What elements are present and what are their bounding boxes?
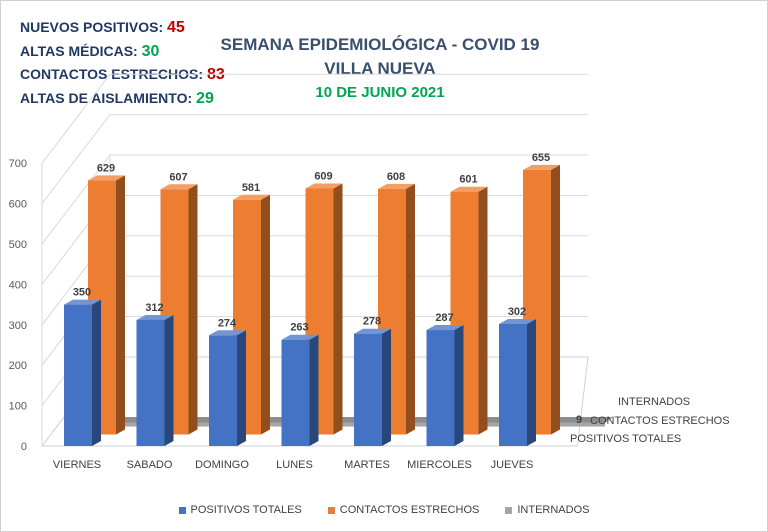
data-label-contactos: 608 [387, 171, 405, 183]
stat-label: NUEVOS POSITIVOS: [20, 19, 164, 35]
bar-contactos-side [188, 184, 198, 435]
bar-contactos-side [261, 194, 270, 435]
stats-panel: NUEVOS POSITIVOS: 45 ALTAS MÉDICAS: 30 C… [20, 16, 225, 110]
bar-positivos-side [527, 318, 536, 446]
y-tick-label: 300 [9, 320, 27, 332]
y-tick-label: 100 [9, 401, 27, 413]
chart-title: SEMANA EPIDEMIOLÓGICA - COVID 19 [220, 35, 540, 54]
bar-positivos [354, 333, 382, 446]
data-label-positivos: 274 [218, 317, 237, 329]
data-label-contactos: 607 [169, 171, 187, 183]
stat-value: 29 [196, 89, 214, 107]
bar-positivos-top [354, 328, 391, 334]
bar-contactos-side [116, 175, 125, 435]
y-tick-label: 600 [9, 199, 27, 211]
bar-positivos-side [454, 325, 464, 446]
bar-positivos-top [136, 314, 174, 320]
gridline-side [41, 73, 111, 164]
legend-swatch-positivos [178, 506, 186, 514]
bar-contactos-top [450, 186, 488, 192]
legend-label: POSITIVOS TOTALES [190, 504, 302, 516]
bar-positivos-top [281, 334, 319, 340]
bar-positivos-top [426, 325, 464, 331]
gridline-side [41, 154, 111, 245]
bar-positivos [209, 335, 237, 446]
legend-item-contactos: CONTACTOS ESTRECHOS [327, 504, 480, 516]
legend-label: INTERNADOS [517, 504, 590, 516]
data-label-positivos: 312 [145, 302, 163, 314]
data-label-contactos: 609 [314, 170, 332, 182]
stat-label: ALTAS DE AISLAMIENTO: [20, 89, 193, 106]
x-tick-label: MARTES [344, 459, 390, 471]
y-tick-label: 700 [9, 158, 27, 170]
data-label-positivos: 278 [363, 316, 381, 328]
data-label-positivos: 350 [73, 287, 91, 299]
bar-contactos-top [378, 183, 415, 189]
x-tick-label: VIERNES [53, 459, 101, 471]
bar-positivos-top [209, 330, 246, 336]
bar-contactos-top [88, 175, 125, 181]
gridline-side [41, 114, 111, 204]
chart-title-block: SEMANA EPIDEMIOLÓGICA - COVID 19 VILLA N… [160, 33, 600, 104]
data-label-positivos: 302 [508, 306, 526, 318]
bar-contactos-top [523, 164, 560, 170]
y-tick-label: 200 [9, 360, 27, 372]
chart-subtitle: VILLA NUEVA [324, 59, 436, 78]
data-label-contactos: 601 [459, 174, 477, 186]
data-label-contactos: 629 [97, 162, 115, 174]
stat-nuevos-positivos: NUEVOS POSITIVOS: 45 [20, 16, 225, 40]
bar-positivos-side [309, 334, 319, 446]
x-tick-label: LUNES [276, 459, 313, 471]
y-tick-label: 0 [21, 441, 27, 453]
bar-contactos-side [333, 183, 343, 435]
bar-contactos-top [160, 184, 198, 190]
x-tick-label: DOMINGO [195, 459, 249, 471]
bar-positivos-side [164, 314, 174, 446]
stat-label: ALTAS MÉDICAS: [20, 42, 138, 59]
data-label-positivos: 263 [290, 322, 308, 334]
bar-positivos-side [237, 330, 246, 446]
y-tick-label: 500 [9, 239, 27, 251]
stat-altas-medicas: ALTAS MÉDICAS: 30 [20, 40, 225, 64]
stat-value: 30 [141, 42, 160, 60]
data-label-positivos: 287 [435, 312, 453, 324]
legend-item-positivos: POSITIVOS TOTALES [178, 504, 302, 516]
legend-swatch-internados [505, 506, 513, 514]
bar-positivos [136, 319, 165, 446]
depth-axis-label: INTERNADOS [618, 396, 690, 408]
stat-altas-aislamiento: ALTAS DE AISLAMIENTO: 29 [20, 87, 225, 111]
bar-contactos-side [406, 183, 415, 435]
depth-axis-label: CONTACTOS ESTRECHOS [590, 415, 730, 427]
x-tick-label: SABADO [127, 459, 173, 471]
depth-axis-label: POSITIVOS TOTALES [570, 433, 681, 445]
bar-positivos-top [499, 318, 536, 324]
data-label-contactos: 655 [532, 152, 550, 164]
data-label-internados: 9 [576, 414, 582, 426]
legend-item-internados: INTERNADOS [505, 504, 589, 516]
stat-value: 45 [167, 19, 185, 36]
x-tick-label: MIERCOLES [407, 459, 472, 471]
chart-date: 10 DE JUNIO 2021 [315, 84, 445, 101]
data-label-contactos: 581 [242, 182, 260, 194]
bar-positivos [64, 304, 92, 446]
bar-positivos [499, 323, 527, 446]
bar-positivos-top [64, 299, 101, 305]
x-tick-label: JUEVES [491, 459, 534, 471]
bar-positivos [281, 339, 310, 446]
bar-positivos-side [382, 328, 391, 446]
bar-contactos-top [305, 183, 343, 189]
bar-contactos-top [233, 194, 270, 200]
y-tick-label: 400 [9, 279, 27, 291]
bar-positivos [426, 330, 455, 446]
bar-positivos-side [92, 299, 101, 446]
legend-swatch-contactos [327, 506, 335, 514]
chart-legend: POSITIVOS TOTALES CONTACTOS ESTRECHOS IN… [0, 504, 768, 516]
legend-label: CONTACTOS ESTRECHOS [339, 504, 480, 516]
bar-contactos-side [478, 186, 488, 435]
bar-contactos-side [551, 164, 560, 435]
